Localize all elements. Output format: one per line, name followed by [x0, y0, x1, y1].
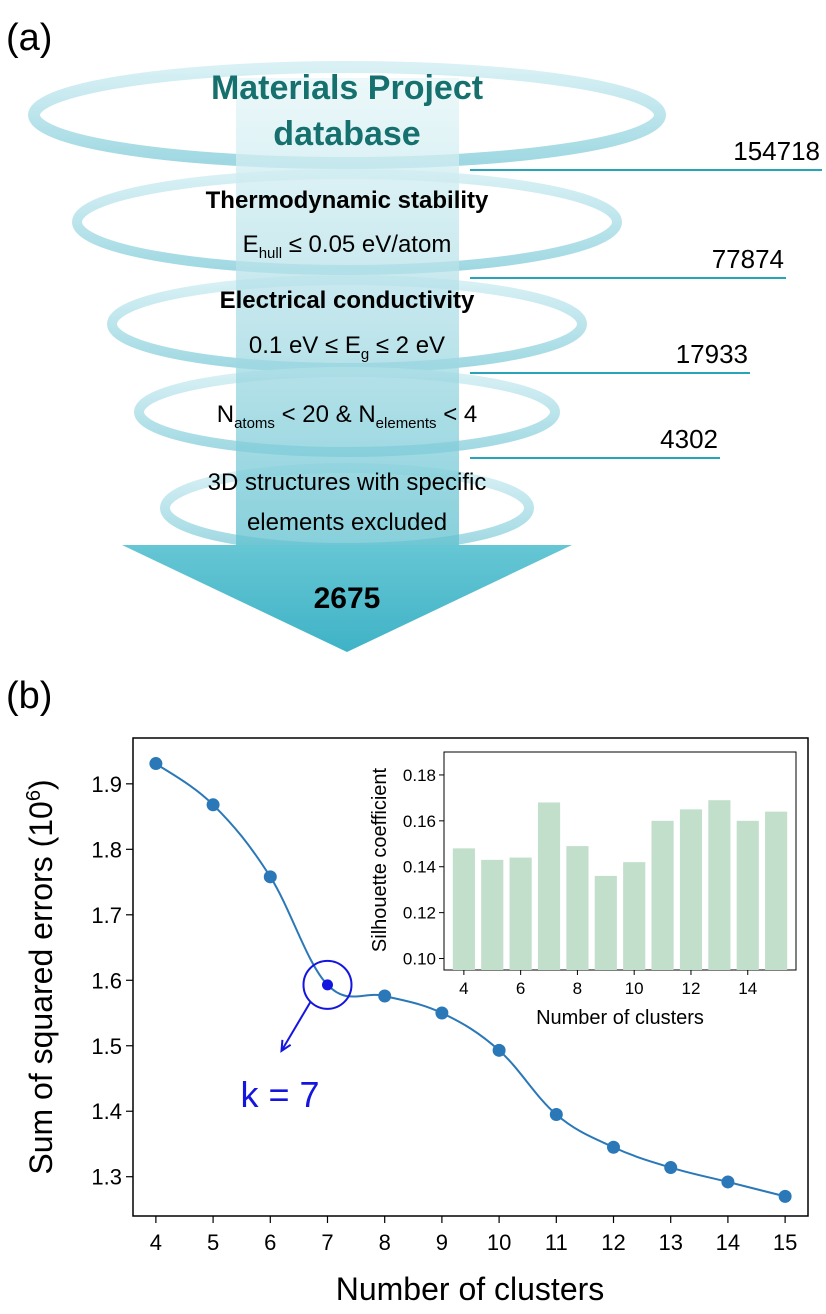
inset-y-tick-label: 0.12 [403, 904, 436, 923]
sse-point [607, 1140, 621, 1154]
main-x-tick-label: 13 [658, 1230, 682, 1255]
main-plot-frame [132, 737, 809, 1217]
main-y-tick-label: 1.9 [91, 772, 122, 797]
main-x-axis: 4 5 6 7 8 9 10 11 12 13 14 15 [150, 1216, 797, 1255]
silhouette-bar [594, 875, 617, 970]
main-x-tick-label: 9 [436, 1230, 448, 1255]
count-leader-lines [470, 169, 822, 459]
silhouette-bar [537, 802, 561, 970]
highlight-arrow-shaft [280, 1001, 312, 1052]
silhouette-bar [566, 846, 589, 970]
inset-x-tick-label: 12 [682, 979, 701, 998]
silhouette-bar [509, 857, 532, 970]
count-4: 4302 [660, 424, 718, 454]
panel-b-label: (b) [6, 675, 52, 717]
k-annotation: k = 7 [240, 1074, 319, 1115]
filter-2-criterion: 0.1 eV ≤ Eg ≤ 2 eV [249, 332, 445, 363]
main-x-tick-label: 14 [716, 1230, 740, 1255]
main-x-tick-label: 15 [773, 1230, 797, 1255]
panel-a-label: (a) [6, 17, 52, 59]
filter-1-title: Thermodynamic stability [206, 187, 489, 214]
inset-x-axis-label: Number of clusters [536, 1007, 704, 1029]
optimal-k-highlight [280, 959, 353, 1053]
inset-x-tick-label: 8 [573, 979, 582, 998]
filter-1-criterion: Ehull ≤ 0.05 eV/atom [243, 231, 452, 262]
inset-x-axis: 4 6 8 10 12 14 [459, 970, 757, 998]
sse-point [778, 1189, 792, 1203]
main-x-tick-label: 5 [207, 1230, 219, 1255]
inset-y-tick-label: 0.18 [403, 766, 436, 785]
sse-point [263, 870, 277, 884]
count-2: 77874 [712, 244, 784, 274]
silhouette-bar [736, 820, 759, 970]
main-series-line [149, 757, 792, 1203]
silhouette-bar [623, 862, 646, 970]
final-count: 2675 [314, 582, 381, 615]
main-y-tick-label: 1.7 [91, 903, 122, 928]
main-x-tick-label: 12 [601, 1230, 625, 1255]
filter-3-criterion: Natoms < 20 & Nelements < 4 [217, 401, 478, 432]
sse-point [206, 798, 220, 812]
inset-y-axis-label: Silhouette coefficient [369, 767, 391, 952]
main-y-tick-label: 1.3 [91, 1165, 122, 1190]
silhouette-bar [679, 809, 703, 970]
main-y-tick-label: 1.6 [91, 968, 122, 993]
inset-y-tick-label: 0.14 [403, 858, 436, 877]
main-y-tick-label: 1.8 [91, 837, 122, 862]
sse-point [492, 1043, 506, 1057]
inset-bars [452, 800, 788, 970]
panel-a: (a) Materials Project database Thermodyn… [6, 17, 822, 652]
main-x-tick-label: 8 [379, 1230, 391, 1255]
main-y-tick-label: 1.5 [91, 1034, 122, 1059]
filter-4-line1: 3D structures with specific [208, 469, 487, 496]
inset-x-tick-label: 6 [516, 979, 525, 998]
highlight-arrow-head [280, 1039, 292, 1053]
sse-point [149, 757, 163, 771]
sse-point-k7 [321, 979, 333, 991]
main-x-axis-label: Number of clusters [336, 1271, 605, 1307]
funnel-arrow-head [122, 545, 572, 652]
sse-point [549, 1108, 563, 1122]
filter-2-title: Electrical conductivity [220, 287, 475, 314]
inset-y-tick-label: 0.16 [403, 812, 436, 831]
sse-point [378, 989, 392, 1003]
funnel-column [236, 78, 459, 548]
main-y-axis: 1.3 1.4 1.5 1.6 1.7 1.8 1.9 [91, 772, 133, 1190]
inset-y-axis: 0.10 0.12 0.14 0.16 0.18 [403, 766, 444, 969]
panel-b: (b) 1.3 1.4 1.5 1.6 1.7 1.8 1.9 4 5 6 7 8 9 10 11 12 13… [6, 675, 809, 1307]
silhouette-bar [708, 800, 731, 970]
inset-y-tick-label: 0.10 [403, 950, 436, 969]
count-1: 154718 [733, 136, 820, 166]
funnel-title-line2: database [273, 115, 420, 153]
silhouette-bar [452, 848, 475, 970]
inset-x-tick-label: 4 [459, 979, 468, 998]
silhouette-bar [651, 820, 674, 970]
main-x-tick-label: 7 [321, 1230, 333, 1255]
count-3: 17933 [676, 339, 748, 369]
main-y-tick-label: 1.4 [91, 1099, 122, 1124]
silhouette-bar [481, 859, 504, 970]
main-x-tick-label: 4 [150, 1230, 162, 1255]
inset-x-tick-label: 14 [738, 979, 757, 998]
main-x-tick-label: 11 [545, 1230, 568, 1255]
highlight-ring [302, 959, 353, 1010]
main-y-axis-label: Sum of squared errors (106) [23, 779, 59, 1174]
sse-point [435, 1006, 449, 1020]
sse-point [664, 1161, 678, 1175]
sse-point [721, 1175, 735, 1189]
funnel-title-line1: Materials Project [211, 69, 483, 107]
main-x-tick-label: 10 [487, 1230, 511, 1255]
silhouette-bar [765, 811, 788, 970]
filter-4-line2: elements excluded [247, 509, 447, 536]
main-x-tick-label: 6 [264, 1230, 276, 1255]
inset-x-tick-label: 10 [625, 979, 644, 998]
